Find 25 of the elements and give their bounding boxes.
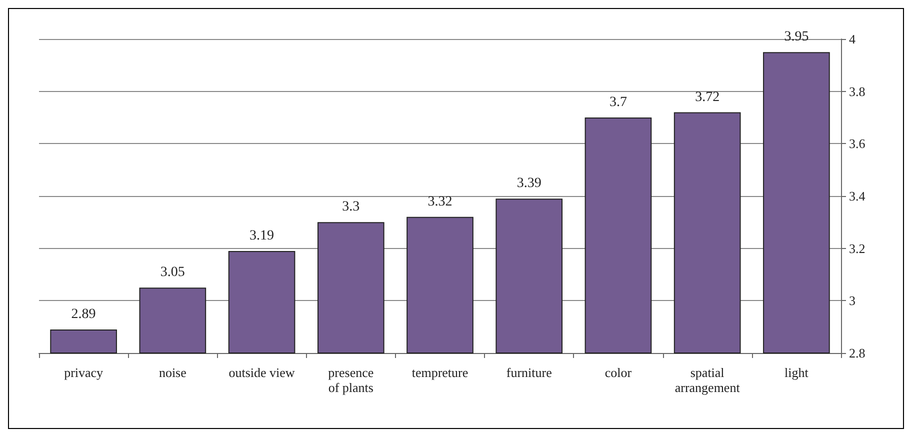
x-tick-label: tempreture bbox=[412, 365, 468, 380]
data-label: 3.19 bbox=[250, 228, 274, 244]
data-label: 3.7 bbox=[609, 95, 627, 110]
x-tick-label: privacy bbox=[64, 365, 104, 380]
y-tick-label: 3 bbox=[849, 293, 856, 308]
x-tick-label: noise bbox=[158, 365, 187, 380]
y-tick-label: 3.4 bbox=[849, 188, 866, 204]
data-label: 3.32 bbox=[428, 194, 452, 210]
data-label: 3.95 bbox=[784, 30, 809, 45]
data-label: 2.89 bbox=[71, 306, 96, 322]
y-tick-label: 3.6 bbox=[849, 136, 866, 152]
x-tick-label: outside view bbox=[228, 365, 296, 380]
x-tick-label: spatial arrangement bbox=[674, 365, 740, 395]
x-tick-label: color bbox=[604, 365, 632, 380]
x-tick-label: presence of plants bbox=[328, 365, 374, 395]
data-label: 3.05 bbox=[160, 265, 185, 280]
data-label: 3.72 bbox=[695, 90, 720, 105]
data-label: 3.39 bbox=[516, 176, 542, 192]
y-tick-label: 3.8 bbox=[849, 84, 866, 99]
y-tick-label: 4 bbox=[849, 32, 856, 46]
y-tick-label: 2.8 bbox=[849, 346, 866, 360]
x-tick-label: furniture bbox=[506, 365, 552, 380]
x-tick-label: light bbox=[784, 365, 809, 380]
y-tick-label: 3.2 bbox=[849, 240, 866, 256]
data-label: 3.3 bbox=[342, 200, 360, 215]
